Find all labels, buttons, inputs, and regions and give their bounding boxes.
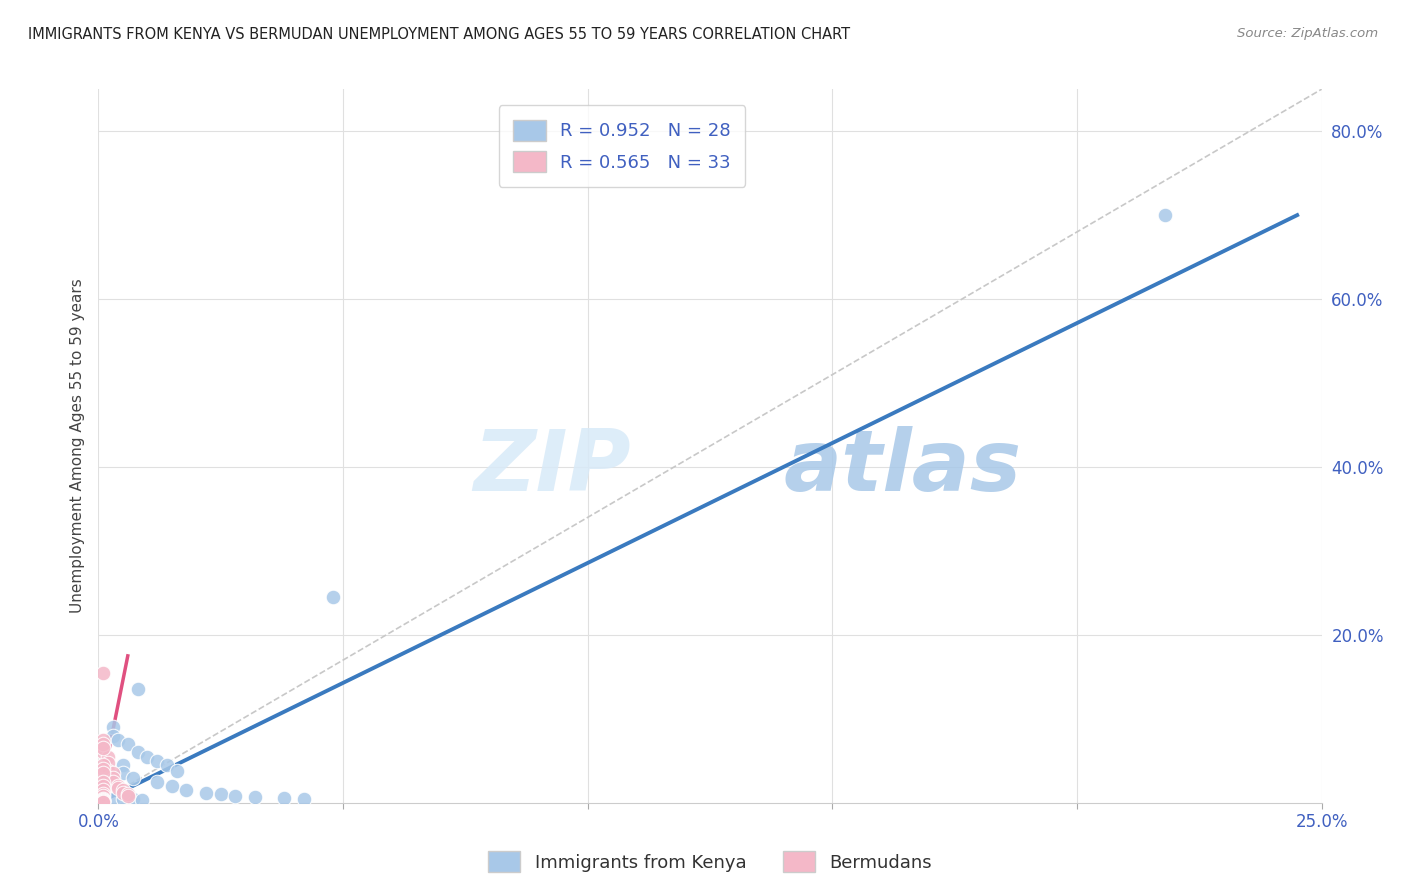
- Point: [166, 764, 188, 778]
- Point: [1154, 208, 1177, 222]
- Point: [91, 779, 114, 793]
- Point: [209, 788, 232, 802]
- Point: [101, 720, 124, 734]
- Point: [91, 793, 114, 807]
- Point: [117, 788, 139, 802]
- Point: [273, 790, 295, 805]
- Point: [101, 774, 124, 789]
- Point: [243, 789, 266, 804]
- Point: [97, 749, 120, 764]
- Legend: Immigrants from Kenya, Bermudans: Immigrants from Kenya, Bermudans: [474, 837, 946, 887]
- Point: [91, 793, 114, 807]
- Point: [121, 792, 143, 806]
- Point: [107, 780, 129, 795]
- Point: [101, 771, 124, 785]
- Point: [146, 754, 169, 768]
- Point: [91, 762, 114, 776]
- Point: [111, 786, 134, 800]
- Point: [131, 793, 153, 807]
- Point: [97, 764, 120, 778]
- Point: [101, 766, 124, 780]
- Point: [91, 746, 114, 760]
- Text: atlas: atlas: [783, 425, 1022, 509]
- Point: [91, 665, 114, 680]
- Y-axis label: Unemployment Among Ages 55 to 59 years: Unemployment Among Ages 55 to 59 years: [69, 278, 84, 614]
- Point: [292, 791, 315, 805]
- Point: [91, 794, 114, 808]
- Point: [101, 729, 124, 743]
- Text: IMMIGRANTS FROM KENYA VS BERMUDAN UNEMPLOYMENT AMONG AGES 55 TO 59 YEARS CORRELA: IMMIGRANTS FROM KENYA VS BERMUDAN UNEMPL…: [28, 27, 851, 42]
- Point: [322, 590, 344, 604]
- Point: [117, 789, 139, 803]
- Point: [111, 792, 134, 806]
- Point: [111, 758, 134, 772]
- Point: [117, 737, 139, 751]
- Point: [91, 774, 114, 789]
- Point: [111, 766, 134, 780]
- Point: [91, 794, 114, 808]
- Point: [121, 771, 143, 785]
- Point: [91, 795, 114, 809]
- Point: [127, 746, 149, 760]
- Point: [91, 758, 114, 772]
- Point: [97, 756, 120, 770]
- Point: [91, 732, 114, 747]
- Text: Source: ZipAtlas.com: Source: ZipAtlas.com: [1237, 27, 1378, 40]
- Point: [91, 766, 114, 780]
- Point: [156, 758, 179, 772]
- Point: [91, 795, 114, 809]
- Point: [91, 783, 114, 797]
- Point: [91, 789, 114, 803]
- Point: [91, 741, 114, 756]
- Point: [111, 783, 134, 797]
- Point: [91, 791, 114, 805]
- Point: [146, 774, 169, 789]
- Point: [195, 786, 218, 800]
- Point: [107, 779, 129, 793]
- Point: [160, 779, 183, 793]
- Point: [176, 783, 198, 797]
- Point: [91, 788, 114, 802]
- Point: [107, 732, 129, 747]
- Point: [101, 791, 124, 805]
- Point: [91, 794, 114, 808]
- Point: [127, 682, 149, 697]
- Point: [91, 737, 114, 751]
- Text: ZIP: ZIP: [472, 425, 630, 509]
- Point: [136, 749, 159, 764]
- Point: [224, 789, 246, 803]
